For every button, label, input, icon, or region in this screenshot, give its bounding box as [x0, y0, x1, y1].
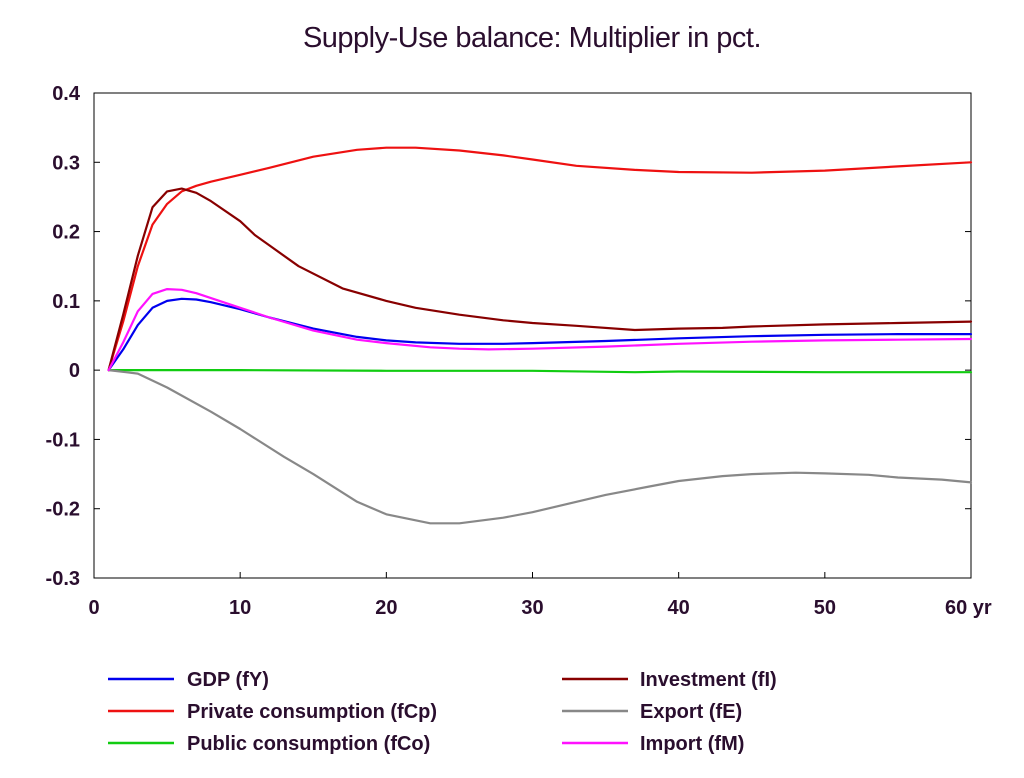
chart-title: Supply-Use balance: Multiplier in pct.: [302, 22, 762, 54]
y-tick-label: 0.2: [52, 222, 80, 244]
legend-label: Investment (fI): [640, 669, 777, 691]
series-line-1: [107, 146, 973, 372]
y-tick-label: -0.3: [46, 568, 80, 590]
legend-label: Private consumption (fCp): [187, 701, 437, 723]
x-tick-label: 20: [375, 597, 397, 619]
legend-label: Import (fM): [640, 733, 744, 755]
y-tick-label: 0: [69, 360, 80, 382]
y-tick-label: 0.1: [52, 291, 80, 313]
series-line-5: [107, 288, 973, 372]
series-line-2: [107, 369, 973, 374]
x-tick-label: 0: [88, 597, 99, 619]
y-tick-label: 0.4: [52, 83, 81, 105]
series-line-4: [107, 369, 973, 525]
legend-label: Export (fE): [640, 701, 742, 723]
y-tick-label: -0.1: [46, 429, 80, 451]
x-tick-label: 30: [521, 597, 543, 619]
y-tick-label: -0.2: [46, 499, 80, 521]
x-tick-label: 40: [668, 597, 690, 619]
legend-label: Public consumption (fCo): [187, 733, 430, 755]
y-tick-label: 0.3: [52, 152, 80, 174]
series-line-3: [107, 187, 973, 372]
series-line-0: [107, 297, 973, 372]
x-tick-label: 50: [814, 597, 836, 619]
x-tick-label: 10: [229, 597, 251, 619]
legend-label: GDP (fY): [187, 669, 269, 691]
x-tick-label: 60 yr: [945, 597, 992, 619]
